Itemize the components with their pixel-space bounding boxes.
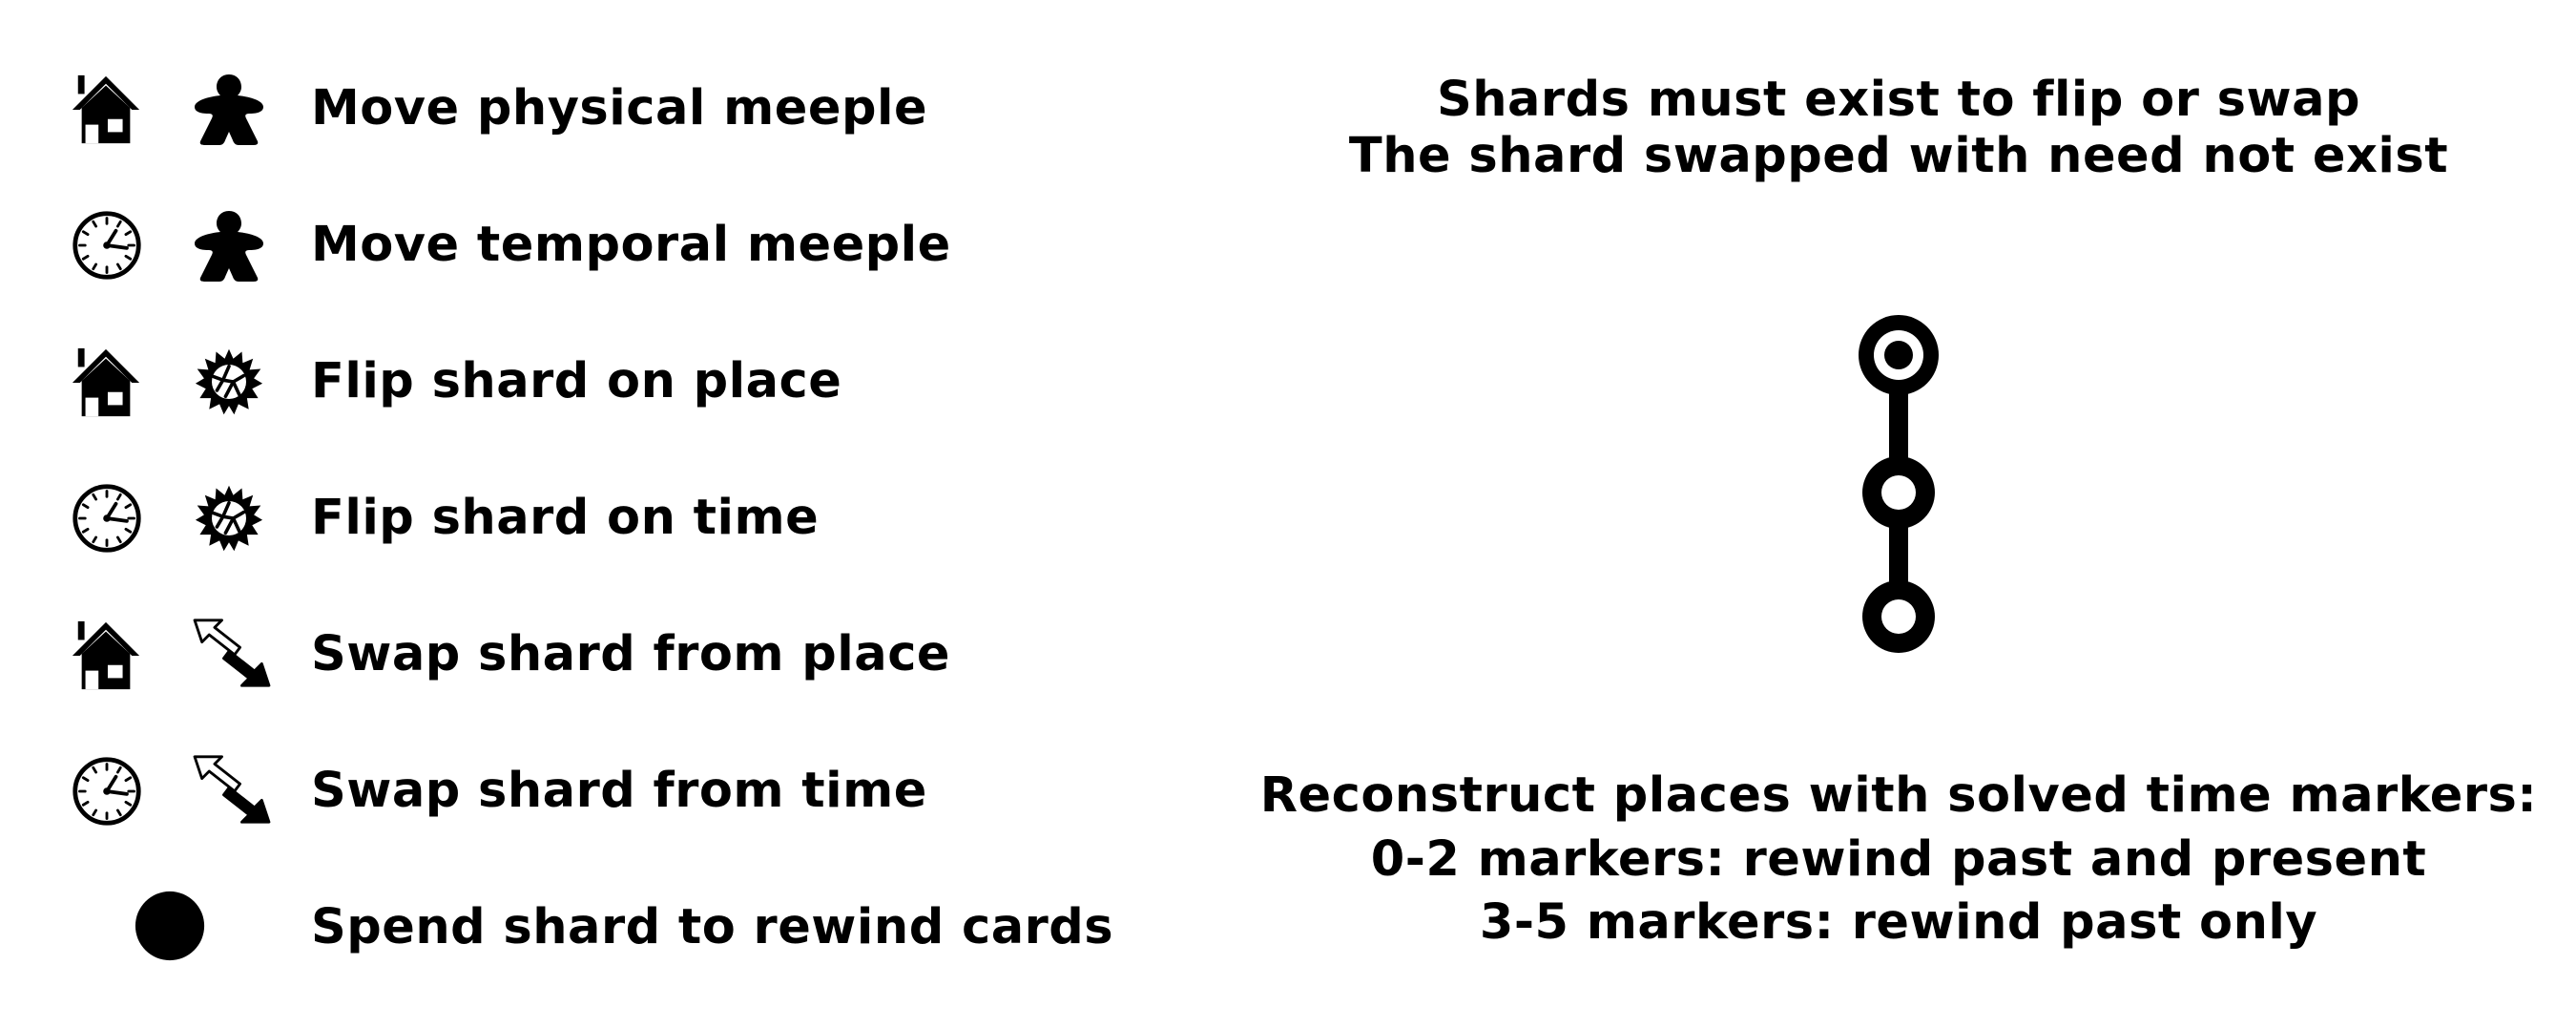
- shard-rule-line-1: Shards must exist to flip or swap: [1436, 72, 2361, 128]
- legend-label: Swap shard from time: [311, 763, 927, 819]
- legend-label: Move temporal meeple: [311, 217, 951, 273]
- legend-row-move-physical: Move physical meeple: [0, 57, 1240, 162]
- swap-arrows-icon: [191, 753, 273, 826]
- legend-row-flip-time: Flip shard on time: [0, 467, 1240, 572]
- house-icon: [69, 346, 143, 420]
- legend-label: Flip shard on time: [311, 490, 820, 546]
- reconstruct-rule-line-1: Reconstruct places with solved time mark…: [1259, 767, 2538, 824]
- legend-row-swap-time: Swap shard from time: [0, 740, 1240, 845]
- shard-rule-line-2: The shard swapped with need not exist: [1348, 128, 2449, 184]
- reconstruct-rule-line-2: 0-2 markers: rewind past and present: [1370, 831, 2427, 888]
- timeline-track-icon: [1841, 304, 1956, 670]
- legend-row-swap-place: Swap shard from place: [0, 603, 1240, 708]
- reconstruct-rule-line-3: 3-5 markers: rewind past only: [1479, 894, 2318, 951]
- meeple-icon: [191, 207, 267, 283]
- house-icon: [69, 619, 143, 693]
- shard-icon: [195, 347, 263, 416]
- meeple-icon: [191, 71, 267, 147]
- legend-label: Swap shard from place: [311, 626, 951, 682]
- legend-row-flip-place: Flip shard on place: [0, 330, 1240, 435]
- legend-label: Move physical meeple: [311, 80, 928, 136]
- swap-arrows-icon: [191, 617, 273, 689]
- shard-icon: [195, 484, 263, 553]
- legend-row-spend-shard: Spend shard to rewind cards: [0, 876, 1240, 981]
- filled-circle-icon: [134, 890, 206, 962]
- legend-row-move-temporal: Move temporal meeple: [0, 194, 1240, 299]
- clock-icon: [71, 482, 143, 555]
- house-icon: [69, 73, 143, 147]
- clock-icon: [71, 209, 143, 282]
- clock-icon: [71, 755, 143, 828]
- legend-label: Flip shard on place: [311, 353, 842, 409]
- legend-label: Spend shard to rewind cards: [311, 899, 1114, 955]
